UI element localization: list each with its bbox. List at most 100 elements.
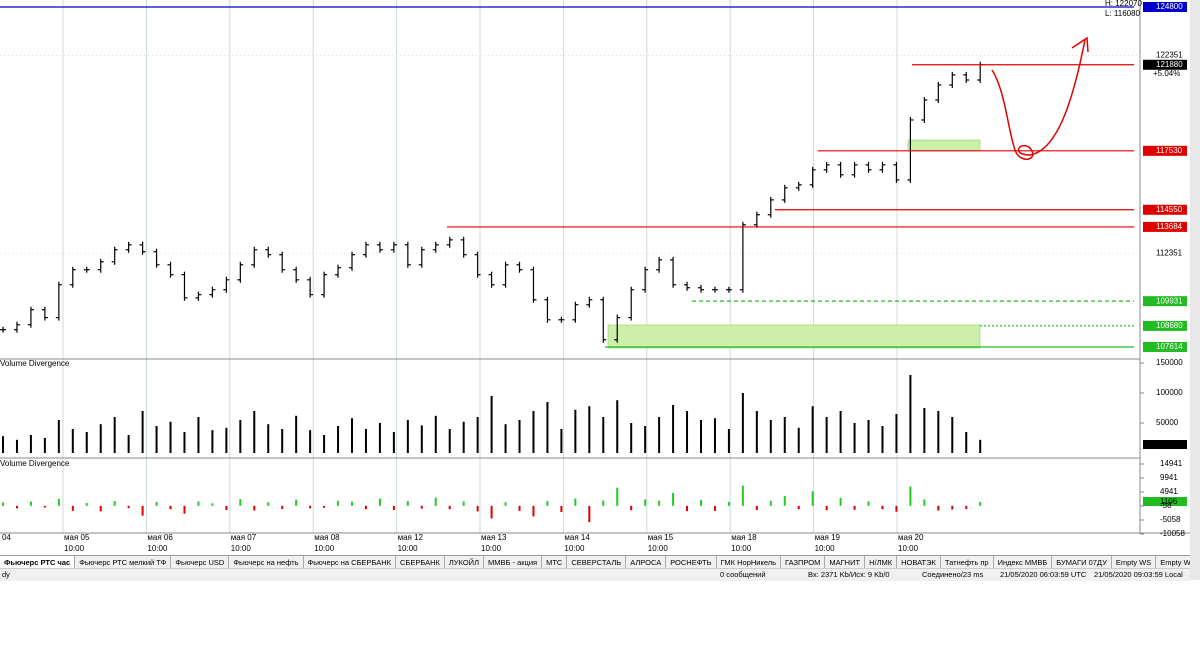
divergence-bar (630, 505, 633, 511)
tab[interactable]: Фьючерс РТС мелкий ТФ (75, 556, 172, 569)
time-label: 10:00 (731, 544, 752, 553)
tab[interactable]: Индекс ММВБ (994, 556, 1053, 569)
volume-bar (658, 417, 661, 453)
tab[interactable]: Empty WS (1112, 556, 1157, 569)
divergence-bar (169, 505, 172, 510)
tab[interactable]: БУМАГИ 07ДУ (1052, 556, 1112, 569)
tab[interactable]: ЛУКОЙЛ (445, 556, 484, 569)
price-bar (209, 286, 216, 298)
divergence-bar (769, 500, 772, 506)
price-bar (488, 271, 495, 288)
tab[interactable]: ГАЗПРОМ (781, 556, 826, 569)
level-label-box (1143, 204, 1187, 215)
divergence-bar (43, 505, 46, 508)
volume-bar (99, 424, 102, 453)
date-label: мая 07 (231, 533, 257, 542)
price-bar (907, 116, 914, 183)
tab[interactable]: Фьючерс USD (171, 556, 230, 569)
price-bar (335, 264, 342, 278)
y-tick-label: 9941 (1160, 473, 1178, 482)
volume-bar (141, 411, 144, 453)
divergence-bar (783, 496, 786, 506)
tab[interactable]: Empty WS (1156, 556, 1190, 569)
status-item: 21/05/2020 06:03:59 UTC (1000, 570, 1087, 579)
tab[interactable]: РОСНЕФТЬ (666, 556, 717, 569)
divergence-bar (727, 501, 730, 506)
time-label: 10:00 (898, 544, 919, 553)
price-bar (55, 281, 62, 321)
volume-bar (462, 421, 465, 453)
tab[interactable]: Фьючерс на СБЕРБАНК (304, 556, 396, 569)
volume-bar (43, 438, 46, 453)
volume-bar (239, 420, 242, 453)
tab[interactable]: ГМК НорНикель (717, 556, 782, 569)
volume-bar (364, 429, 367, 453)
high-label: H: 122070 (1105, 0, 1142, 8)
price-bar (125, 241, 132, 253)
volume-bar (602, 417, 605, 453)
volume-bar (909, 375, 912, 453)
tab[interactable]: МАГНИТ (825, 556, 866, 569)
price-bar (921, 96, 928, 123)
y-tick-label: 4941 (1160, 487, 1178, 496)
price-bar (893, 161, 900, 183)
date-label: 04 (2, 533, 11, 542)
tab[interactable]: СБЕРБАНК (396, 556, 445, 569)
price-bar (41, 306, 48, 321)
divergence-bar (574, 498, 577, 506)
level-label: 121880 (1156, 60, 1183, 69)
volume-bar (825, 417, 828, 453)
resistance-zone (907, 139, 981, 152)
price-bar (949, 71, 956, 88)
divergence-bar (616, 487, 619, 506)
volume-bar (937, 411, 940, 453)
price-bar (642, 266, 649, 293)
divergence-bar (71, 505, 74, 511)
tab[interactable]: ММВБ - акция (484, 556, 543, 569)
volume-bar (979, 439, 982, 453)
chart: H: 122070 L: 116080 +5.04% Volume Diverg… (0, 0, 1190, 555)
volume-bar (951, 417, 954, 453)
volume-bar (351, 418, 353, 453)
price-bar (879, 161, 886, 173)
y-tick-label: -5058 (1160, 515, 1181, 524)
price-bar (530, 266, 537, 303)
current-divergence-label: 1106 (1160, 497, 1178, 506)
level-label: 109931 (1156, 296, 1183, 305)
divergence-bar (588, 505, 591, 523)
date-label: мая 15 (648, 533, 674, 542)
tab[interactable]: АЛРОСА (626, 556, 667, 569)
divergence-bar (560, 505, 563, 512)
price-bar (698, 284, 704, 293)
price-bar (670, 256, 677, 288)
date-label: мая 14 (564, 533, 590, 542)
divergence-bar (309, 505, 312, 509)
date-label: мая 19 (815, 533, 841, 542)
divergence-bar (853, 505, 856, 510)
divergence-bar (448, 505, 451, 510)
price-bar (474, 251, 481, 278)
divergence-bar (351, 501, 353, 506)
time-label: 10:00 (648, 544, 669, 553)
divergence-bar (658, 500, 661, 506)
volume-bar (867, 420, 870, 453)
tab[interactable]: Н/ЛМК (865, 556, 898, 569)
tab[interactable]: Татнефть пр (941, 556, 994, 569)
volume-bar (169, 421, 172, 453)
tab[interactable]: МТС (542, 556, 568, 569)
status-bar: dy 0 сообщений Вх: 2371 Kb/Исх: 9 Kb/0 Соед… (0, 568, 1190, 581)
tab[interactable]: СЕВЕРСТАЛЬ (567, 556, 627, 569)
volume-bar (295, 415, 298, 453)
volume-bar (727, 429, 730, 453)
volume-bar (127, 435, 130, 453)
divergence-bar (127, 505, 130, 509)
price-bar (781, 184, 788, 203)
level-label-box (1143, 296, 1187, 307)
price-bar (837, 161, 844, 178)
tab[interactable]: Фьючерс на нефть (229, 556, 304, 569)
price-bar (181, 271, 188, 301)
tab[interactable]: Фьючерс РТС час (0, 556, 76, 569)
volume-bar (965, 432, 968, 453)
tab[interactable]: НОВАТЭК (897, 556, 941, 569)
volume-bar (713, 418, 716, 453)
